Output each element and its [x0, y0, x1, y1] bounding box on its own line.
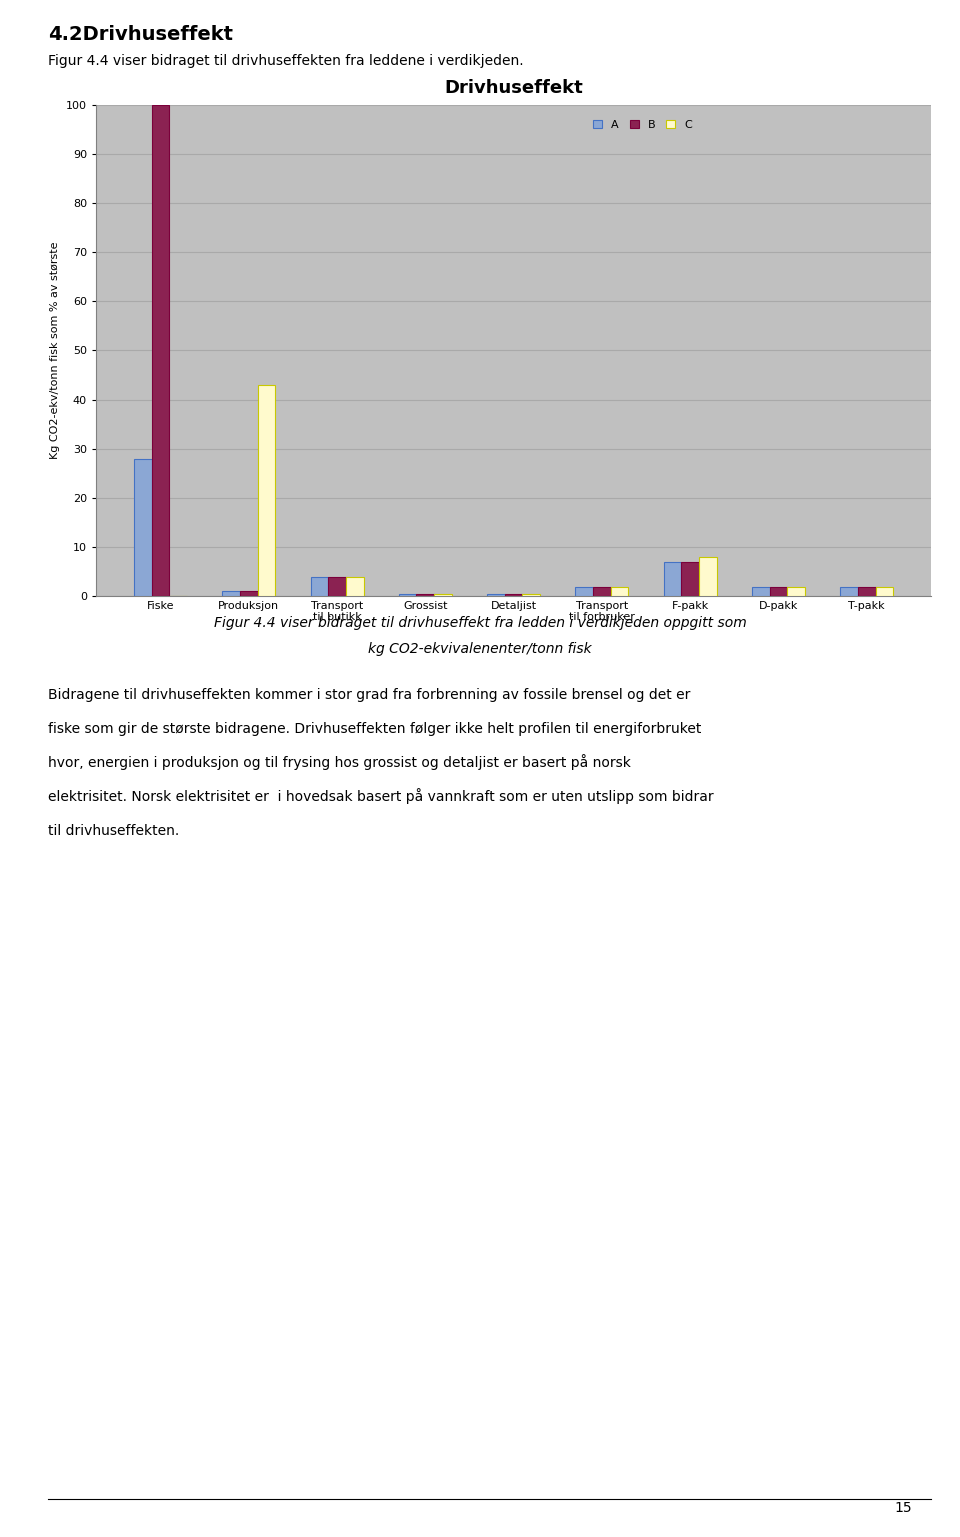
Text: til drivhuseffekten.: til drivhuseffekten. — [48, 824, 180, 838]
Bar — [328, 576, 346, 596]
Bar — [575, 587, 593, 596]
Text: Figur 4.4 viser bidraget til drivhuseffekt fra ledden i verdikjeden oppgitt som: Figur 4.4 viser bidraget til drivhuseffe… — [214, 616, 746, 630]
Bar — [770, 587, 787, 596]
Bar — [310, 576, 328, 596]
Bar — [417, 593, 434, 596]
Bar — [434, 593, 452, 596]
Text: elektrisitet. Norsk elektrisitet er  i hovedsak basert på vannkraft som er uten : elektrisitet. Norsk elektrisitet er i ho… — [48, 788, 713, 804]
Text: hvor, energien i produksjon og til frysing hos grossist og detaljist er basert p: hvor, energien i produksjon og til frysi… — [48, 755, 631, 770]
Bar — [682, 563, 699, 596]
Bar — [840, 587, 858, 596]
Bar — [346, 576, 364, 596]
Bar — [240, 592, 257, 596]
Bar — [876, 587, 893, 596]
Text: kg CO2-ekvivalenenter/tonn fisk: kg CO2-ekvivalenenter/tonn fisk — [369, 642, 591, 656]
Text: Figur 4.4 viser bidraget til drivhuseffekten fra leddene i verdikjeden.: Figur 4.4 viser bidraget til drivhuseffe… — [48, 54, 523, 68]
Bar — [663, 563, 682, 596]
Text: fiske som gir de største bidragene. Drivhuseffekten følger ikke helt profilen ti: fiske som gir de største bidragene. Driv… — [48, 722, 702, 736]
Bar — [223, 592, 240, 596]
Bar — [134, 458, 152, 596]
Bar — [752, 587, 770, 596]
Bar — [152, 105, 169, 596]
Bar — [487, 593, 505, 596]
Bar — [257, 384, 276, 596]
Bar — [699, 556, 717, 596]
Bar — [398, 593, 417, 596]
Text: 4.2Drivhuseffekt: 4.2Drivhuseffekt — [48, 25, 233, 45]
Bar — [787, 587, 804, 596]
Text: 15: 15 — [895, 1502, 912, 1515]
Bar — [522, 593, 540, 596]
Y-axis label: Kg CO2-ekv/tonn fisk som % av største: Kg CO2-ekv/tonn fisk som % av største — [51, 241, 60, 460]
Bar — [593, 587, 611, 596]
Text: Bidragene til drivhuseffekten kommer i stor grad fra forbrenning av fossile bren: Bidragene til drivhuseffekten kommer i s… — [48, 689, 690, 702]
Bar — [858, 587, 876, 596]
Legend: A, B, C: A, B, C — [593, 120, 692, 131]
Title: Drivhuseffekt: Drivhuseffekt — [444, 80, 583, 97]
Bar — [505, 593, 522, 596]
Bar — [611, 587, 629, 596]
